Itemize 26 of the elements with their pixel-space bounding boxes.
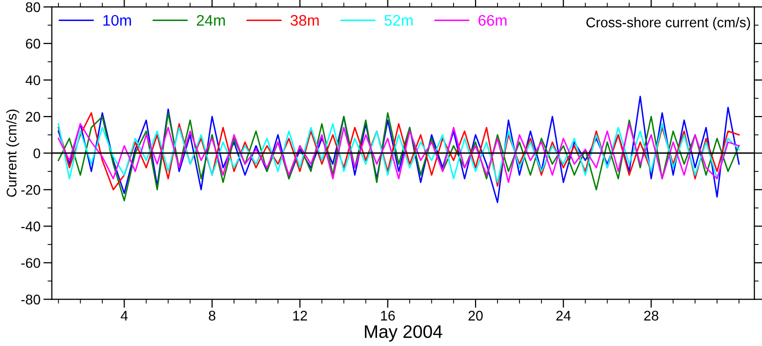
x-tick-label: 12: [293, 310, 307, 320]
y-tick-label: 60: [26, 38, 40, 49]
y-tick-label: 40: [26, 75, 40, 86]
y-tick-label: -80: [21, 294, 40, 304]
legend-label: 24m: [196, 14, 225, 26]
x-tick-label: 24: [556, 310, 571, 320]
y-axis-title: Current (cm/s): [6, 110, 20, 197]
x-tick-label: 8: [208, 310, 216, 321]
line-series: [58, 96, 740, 204]
legend-label: 38m: [290, 14, 319, 26]
x-tick-label: 4: [120, 310, 128, 320]
annotation: Cross-shore current (cm/s): [586, 17, 750, 30]
legend-label: 66m: [478, 14, 506, 26]
line-series: [58, 123, 740, 184]
legend-label: 52m: [384, 14, 413, 26]
y-tick-label: 0: [34, 148, 40, 158]
y-tick-label: -20: [21, 184, 40, 195]
y-tick-label: -40: [21, 222, 40, 232]
y-tick-label: 20: [26, 112, 40, 122]
x-tick-label: 28: [644, 310, 658, 321]
y-tick-label: 80: [26, 2, 40, 12]
x-axis-title: May 2004: [364, 325, 442, 342]
x-tick-label: 20: [468, 310, 483, 321]
y-tick-label: -60: [21, 258, 40, 268]
x-tick-label: 16: [381, 310, 395, 321]
legend-label: 10m: [103, 14, 131, 26]
